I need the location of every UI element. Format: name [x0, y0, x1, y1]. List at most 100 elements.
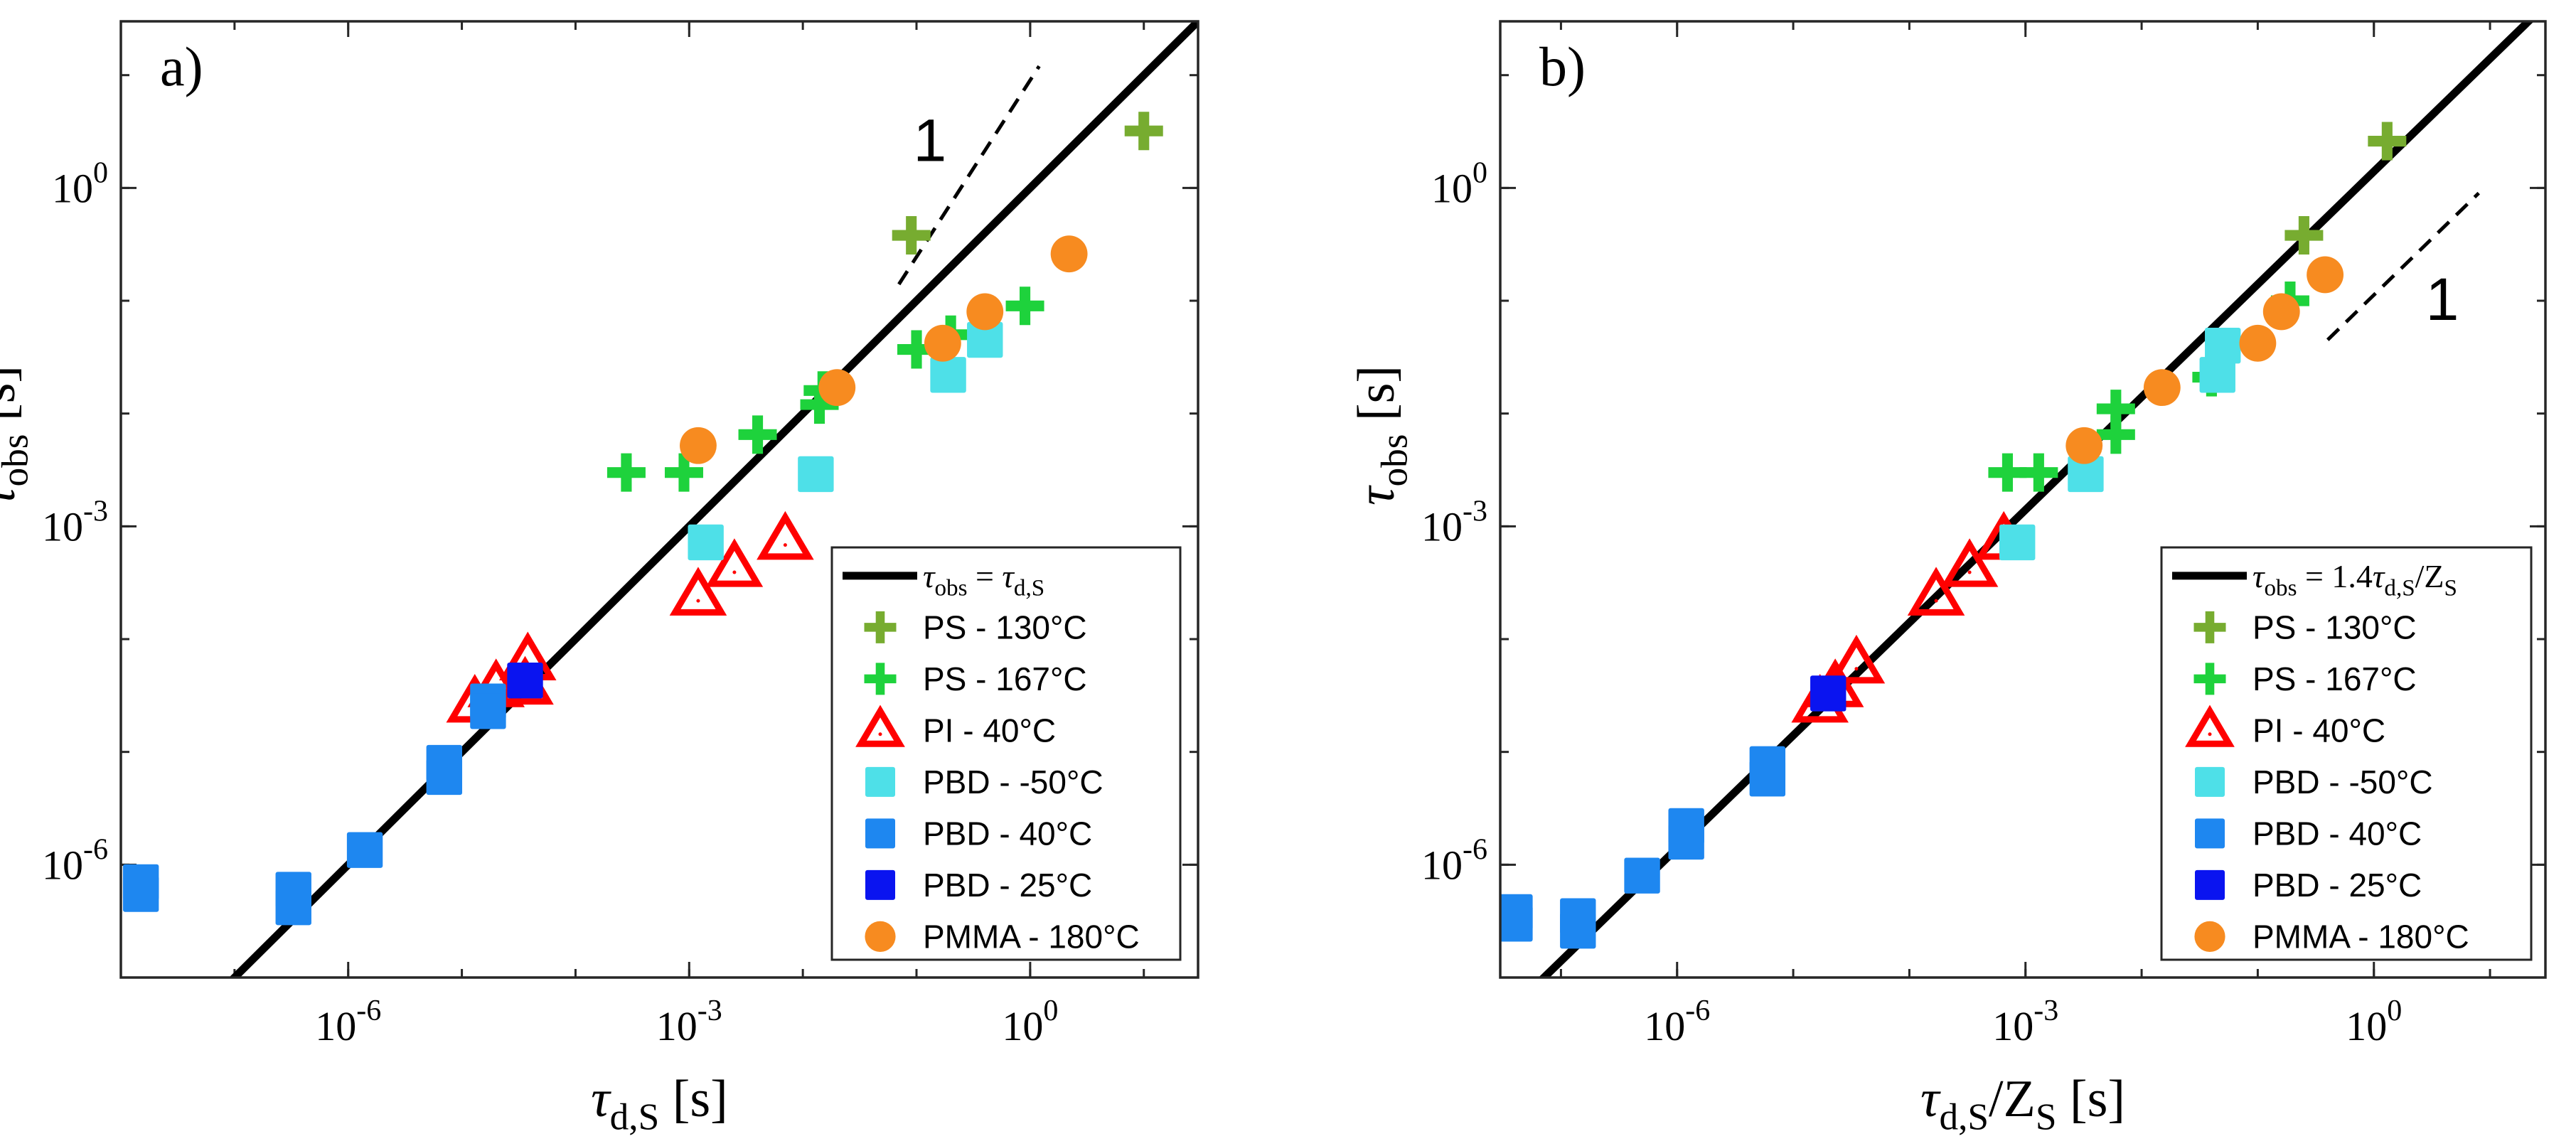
data-point [738, 415, 777, 454]
data-point [1999, 524, 2036, 561]
legend-marker [865, 921, 896, 952]
legend-marker [2194, 921, 2225, 952]
data-point [122, 876, 159, 912]
x-tick-label: 100 [1002, 995, 1058, 1049]
legend-entry-label: PMMA - 180°C [923, 918, 1140, 955]
y-axis-label: τobs [s] [0, 365, 36, 505]
legend-entry-label: PS - 130°C [923, 609, 1087, 646]
series-5 [1810, 675, 1847, 712]
data-point [2205, 327, 2241, 364]
legend-fit-label: τobs = 1.4τd,S/ZS [2252, 558, 2457, 601]
x-axis-label: τd,S/ZS [s] [1920, 1070, 2125, 1138]
legend-entry-label: PBD - 40°C [2252, 815, 2422, 852]
legend-marker [2193, 611, 2226, 643]
x-tick-label: 10-6 [315, 995, 381, 1049]
triangle-center-dot [1934, 599, 1938, 603]
x-tick-label: 10-6 [1644, 995, 1710, 1049]
data-point [664, 453, 703, 492]
data-point [966, 293, 1004, 331]
triangle-center-dot [783, 543, 787, 547]
data-point [1940, 538, 1999, 587]
legend-marker [865, 869, 895, 900]
legend-entry-label: PBD - -50°C [923, 764, 1103, 800]
plot-area [1500, 21, 2535, 978]
data-point [2199, 357, 2235, 393]
data-point [757, 510, 814, 560]
data-point [798, 456, 834, 493]
series-0 [892, 112, 1163, 255]
triangle-center-dot [1854, 667, 1859, 671]
x-tick-label: 10-3 [1992, 995, 2058, 1049]
legend-marker [2193, 663, 2226, 695]
legend-entry-label: PS - 167°C [923, 660, 1087, 697]
legend-marker [2195, 869, 2225, 900]
x-tick-label: 10-3 [656, 995, 722, 1049]
y-axis-label: τobs [s] [1347, 365, 1416, 505]
series-6 [2065, 256, 2344, 464]
data-point [1560, 912, 1596, 949]
data-point [275, 889, 311, 926]
series-4 [122, 683, 506, 926]
data-point [1124, 112, 1163, 151]
data-point [2096, 390, 2135, 429]
data-point [680, 427, 717, 464]
slope-guide-line [2326, 191, 2480, 341]
legend-marker [865, 818, 895, 849]
legend-marker [865, 766, 895, 797]
data-point [930, 357, 966, 393]
legend-entry-label: PMMA - 180°C [2252, 918, 2469, 955]
data-point [2368, 122, 2407, 161]
data-point [2068, 456, 2104, 493]
legend-marker [855, 705, 905, 747]
triangle-center-dot [1967, 570, 1972, 574]
data-point [2065, 427, 2103, 464]
legend-marker [2195, 766, 2225, 797]
legend-marker [864, 663, 897, 695]
panel-label: b) [1539, 36, 1586, 97]
legend-marker [864, 611, 897, 643]
data-point [892, 216, 931, 255]
data-point [897, 330, 936, 369]
data-point [967, 321, 1003, 358]
series-6 [680, 235, 1088, 464]
legend-marker [2185, 705, 2235, 747]
legend-entry-label: PI - 40°C [923, 712, 1056, 749]
legend-entry-label: PBD - 40°C [923, 815, 1092, 852]
legend-entry-label: PBD - 25°C [923, 867, 1092, 904]
data-point [705, 538, 764, 587]
slope-label: 1 [914, 107, 947, 173]
data-point [688, 524, 724, 561]
data-point [1050, 235, 1088, 273]
x-tick-label: 100 [2346, 995, 2402, 1049]
y-tick-label: 10-3 [42, 495, 108, 550]
axes-box [1499, 20, 2547, 979]
chart-panel-a: 10-6 10-3 100 10-6 10-3 100 1 a) τd,S [s] τobs [s… [0, 20, 1199, 1138]
triangle-center-dot [732, 570, 737, 574]
data-point [924, 324, 961, 362]
data-point [1827, 634, 1886, 684]
data-point [1749, 746, 1786, 782]
legend-entry-label: PI - 40°C [2252, 712, 2385, 749]
data-point [818, 369, 856, 407]
data-point [470, 693, 506, 729]
legend-entry-label: PS - 167°C [2252, 660, 2417, 697]
legend-entry-label: PBD - -50°C [2252, 764, 2433, 800]
legend: τobs = 1.4τd,S/ZS PS - 130°C PS - 167°C PI … [2160, 546, 2533, 961]
data-point [2307, 256, 2344, 294]
panel-label: a) [160, 36, 203, 97]
slope-label: 1 [2426, 266, 2459, 333]
series-3 [688, 321, 1003, 561]
chart-panel-b: 10-6 10-3 100 10-6 10-3 100 1 b) τd,S/ZS [s] τobs… [1347, 20, 2547, 1138]
data-point [1668, 808, 1704, 845]
y-tick-label: 10-6 [42, 833, 108, 888]
data-point [2019, 453, 2058, 492]
y-tick-label: 10-6 [1421, 833, 1487, 888]
data-point [1988, 453, 2027, 492]
legend-entry-label: PBD - 25°C [2252, 867, 2422, 904]
axes-box [119, 20, 1199, 979]
plot-area [122, 21, 1198, 978]
legend-fit-label: τobs = τd,S [923, 558, 1044, 601]
x-axis-label: τd,S [s] [591, 1070, 728, 1138]
data-point [2143, 369, 2181, 407]
